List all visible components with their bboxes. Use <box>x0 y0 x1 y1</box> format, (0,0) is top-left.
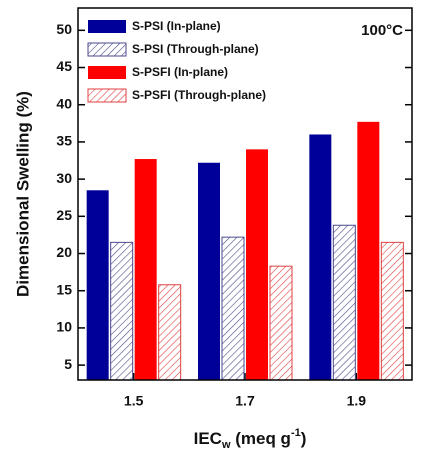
legend-swatch <box>87 88 127 103</box>
x-label-sub: w <box>221 439 231 451</box>
legend-label: S-PSFI (In-plane) <box>132 65 228 79</box>
bar <box>110 241 134 381</box>
bar <box>357 121 380 380</box>
legend-swatch <box>87 42 127 57</box>
y-tick-label: 45 <box>56 58 72 74</box>
bar <box>246 149 268 380</box>
bar <box>86 190 109 380</box>
y-tick-label: 50 <box>56 21 72 37</box>
x-label-part: (meq g <box>231 429 291 448</box>
legend-label: S-PSI (In-plane) <box>132 19 221 33</box>
bar <box>309 134 332 380</box>
bar <box>221 236 245 381</box>
bar <box>134 159 157 380</box>
bar <box>332 224 356 381</box>
x-label-part: ) <box>301 429 307 448</box>
bar <box>158 284 182 381</box>
y-tick-label: 35 <box>56 133 72 149</box>
legend-swatch <box>88 20 126 33</box>
bar <box>380 241 404 381</box>
y-tick-label: 20 <box>56 244 72 260</box>
y-axis-label: Dimensional Swelling (%) <box>13 91 32 297</box>
x-label-sup: -1 <box>291 427 301 439</box>
x-tick-label: 1.9 <box>347 393 367 409</box>
bar <box>198 162 220 380</box>
x-axis-label: IECw (meq g-1) <box>194 427 307 451</box>
annotation: 100°C <box>361 22 403 39</box>
x-label-part: IEC <box>194 429 222 448</box>
y-tick-label: 15 <box>56 281 72 297</box>
x-tick-label: 1.5 <box>124 393 144 409</box>
y-tick-label: 10 <box>56 319 72 335</box>
y-tick-label: 25 <box>56 207 72 223</box>
y-tick-label: 40 <box>56 95 72 111</box>
y-tick-label: 5 <box>64 356 72 372</box>
legend-label: S-PSI (Through-plane) <box>132 42 259 56</box>
legend-label: S-PSFI (Through-plane) <box>132 88 266 102</box>
plot-frame <box>77 7 413 381</box>
y-tick-label: 30 <box>56 170 72 186</box>
bar <box>269 265 293 381</box>
legend-swatch <box>88 66 126 79</box>
x-tick-label: 1.7 <box>235 393 255 409</box>
